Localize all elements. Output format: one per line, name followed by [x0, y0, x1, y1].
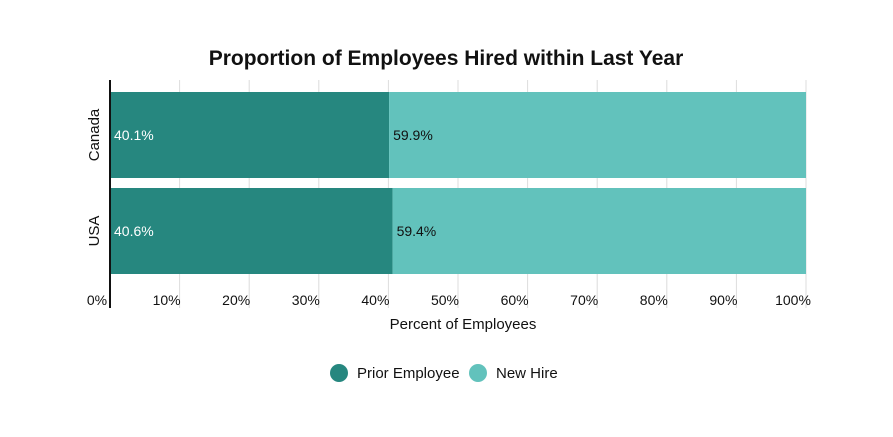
x-tick-label: 30%	[292, 292, 320, 308]
bar-new-hire-canada	[389, 92, 806, 178]
data-label: 40.6%	[114, 223, 154, 239]
legend: Prior Employee New Hire	[330, 364, 558, 382]
x-tick-label: 40%	[361, 292, 389, 308]
x-tick-label: 70%	[570, 292, 598, 308]
axes: 0% 10% 20% 30% 40% 50% 60% 70% 80% 90% 100% Canada U…	[86, 80, 811, 308]
data-label: 40.1%	[114, 127, 154, 143]
bars	[110, 92, 806, 274]
bar-new-hire-usa	[392, 188, 806, 274]
legend-swatch-new-hire	[469, 364, 487, 382]
x-tick-label: 50%	[431, 292, 459, 308]
bar-prior-employee-canada	[110, 92, 390, 178]
x-tick-label: 20%	[222, 292, 250, 308]
data-label: 59.4%	[397, 223, 437, 239]
x-tick-label: 10%	[153, 292, 181, 308]
x-tick-label: 100%	[775, 292, 811, 308]
x-tick-label: 60%	[501, 292, 529, 308]
x-axis-title: Percent of Employees	[390, 316, 537, 333]
bar-prior-employee-usa	[110, 188, 393, 274]
x-tick-label: 80%	[640, 292, 668, 308]
legend-label: Prior Employee	[357, 365, 460, 382]
data-labels: 40.1% 59.9% 40.6% 59.4%	[114, 127, 436, 239]
legend-label: New Hire	[496, 365, 558, 382]
legend-swatch-prior-employee	[330, 364, 348, 382]
data-label: 59.9%	[393, 127, 433, 143]
x-tick-label: 90%	[709, 292, 737, 308]
chart-title: Proportion of Employees Hired within Las…	[209, 47, 684, 70]
x-tick-label: 0%	[87, 292, 107, 308]
y-category-label: Canada	[86, 108, 103, 161]
y-category-label: USA	[86, 216, 103, 247]
